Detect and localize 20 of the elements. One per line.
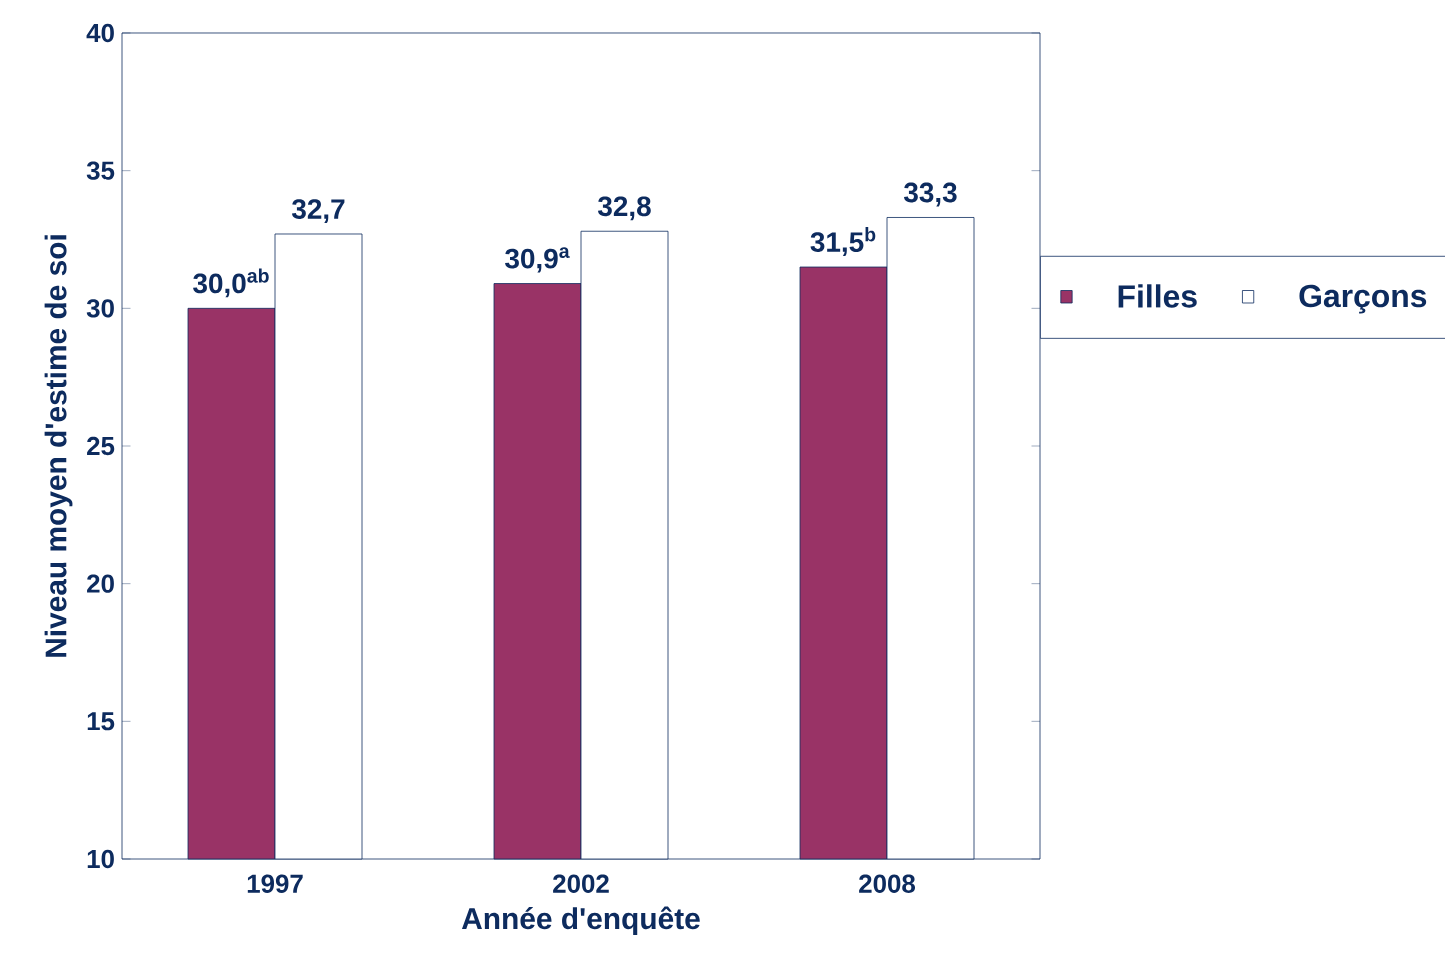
y-tick-label: 40 bbox=[86, 23, 114, 43]
data-label: 33,3 bbox=[903, 182, 957, 207]
x-tick-label: 2008 bbox=[859, 874, 916, 893]
x-axis-title: Année d'enquête bbox=[461, 906, 700, 936]
data-label: 32,8 bbox=[597, 196, 651, 221]
legend-label: Filles bbox=[1118, 284, 1197, 308]
y-tick-label: 10 bbox=[87, 849, 114, 869]
y-tick-label: 35 bbox=[86, 161, 115, 180]
y-tick-label: 20 bbox=[87, 574, 114, 593]
data-label: 31,5$^{b}$ bbox=[810, 227, 876, 256]
data-label: 30,9$^{a}$ bbox=[505, 247, 570, 273]
y-tick-label: 25 bbox=[87, 436, 115, 456]
x-tick-label: 2002 bbox=[553, 874, 609, 893]
legend-label: Garçons bbox=[1299, 284, 1427, 314]
data-label: 32,7 bbox=[291, 199, 345, 223]
y-tick-label: 15 bbox=[87, 712, 115, 731]
y-axis-title: Niveau moyen d'estime de soi bbox=[44, 235, 73, 657]
x-tick-label: 1997 bbox=[247, 874, 303, 893]
y-tick-label: 30 bbox=[86, 299, 114, 318]
data-label: 30,0$^{ab}$ bbox=[193, 268, 269, 298]
